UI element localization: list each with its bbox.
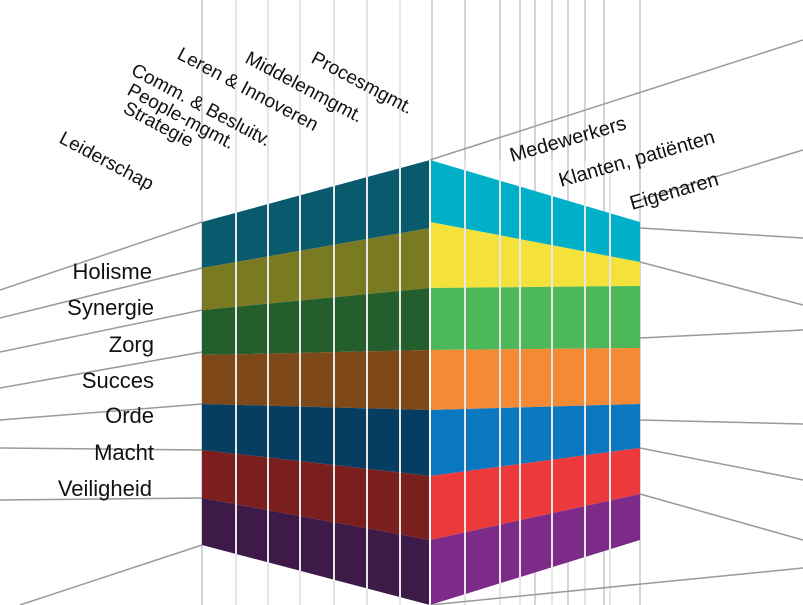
leader-line bbox=[640, 330, 803, 338]
leader-line bbox=[640, 262, 803, 305]
leader-line bbox=[20, 545, 202, 605]
left-label-succes: Succes bbox=[82, 368, 154, 393]
left-label-veiligheid: Veiligheid bbox=[58, 476, 152, 501]
cube-right-face bbox=[430, 160, 640, 605]
leader-line bbox=[430, 40, 803, 160]
right-label-eigenaren: Eigenaren bbox=[627, 169, 721, 215]
left-label-holisme: Holisme bbox=[73, 259, 152, 284]
left-labels: Holisme Synergie Zorg Succes Orde Macht … bbox=[58, 259, 154, 501]
leader-line bbox=[640, 228, 803, 238]
right-face-band bbox=[430, 348, 640, 410]
leader-line bbox=[640, 420, 803, 424]
leader-line bbox=[640, 494, 803, 540]
left-label-zorg: Zorg bbox=[109, 332, 154, 357]
left-label-synergie: Synergie bbox=[67, 295, 154, 320]
top-label-leiderschap: Leiderschap bbox=[56, 128, 157, 195]
left-label-orde: Orde bbox=[105, 403, 154, 428]
leader-line bbox=[0, 404, 202, 420]
leader-line bbox=[640, 448, 803, 480]
right-face-band bbox=[430, 286, 640, 350]
left-label-macht: Macht bbox=[94, 440, 154, 465]
